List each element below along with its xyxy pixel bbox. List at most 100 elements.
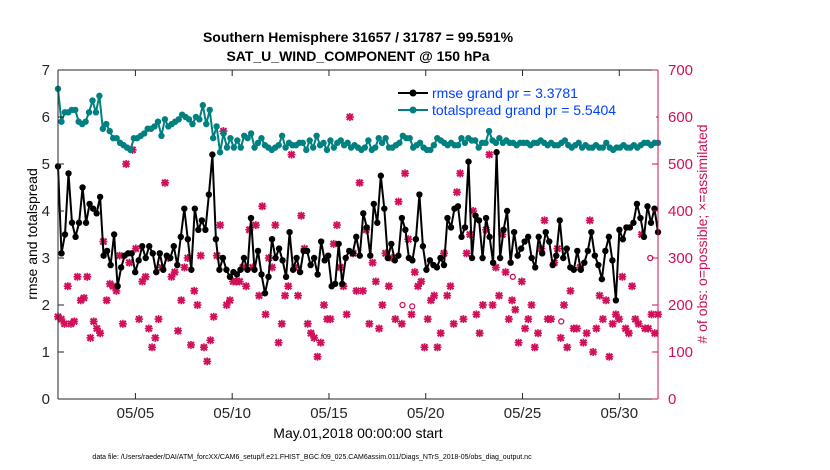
- obs-assimilated-marker: [615, 315, 624, 324]
- obs-assimilated-marker: [281, 291, 290, 300]
- obs-assimilated-marker: [559, 301, 568, 309]
- x-tick-label: 05/10: [213, 405, 251, 422]
- obs-assimilated-marker: [534, 329, 542, 338]
- totalspread-point: [99, 125, 107, 132]
- totalspread-point: [127, 146, 134, 154]
- totalspread-point: [161, 116, 169, 123]
- rmse-point: [370, 200, 377, 208]
- obs-assimilated-marker: [598, 315, 607, 324]
- obs-assimilated-marker: [608, 319, 617, 328]
- rmse-point: [363, 224, 370, 231]
- rmse-point: [367, 252, 374, 259]
- obs-assimilated-marker: [209, 312, 218, 321]
- rmse-point: [584, 247, 592, 255]
- x-tick-label: 05/30: [601, 405, 639, 422]
- rmse-point: [247, 214, 255, 222]
- rmse-point: [167, 254, 174, 262]
- rmse-point: [556, 217, 563, 224]
- obs-assimilated-marker: [585, 216, 594, 225]
- obs-assimilated-marker: [563, 343, 572, 352]
- obs-assimilated-marker: [180, 263, 189, 272]
- obs-assimilated-marker: [634, 319, 643, 328]
- rmse-point: [489, 259, 497, 266]
- obs-assimilated-marker: [375, 324, 384, 333]
- rmse-point: [324, 252, 332, 259]
- obs-assimilated-marker: [566, 286, 575, 295]
- totalspread-point: [58, 118, 65, 125]
- obs-assimilated-marker: [193, 301, 202, 309]
- rmse-point: [184, 236, 192, 243]
- rmse-point: [391, 257, 399, 264]
- series-layer: [54, 85, 662, 366]
- totalspread-point: [461, 139, 469, 147]
- totalspread-point: [254, 139, 262, 147]
- rmse-point: [595, 261, 602, 269]
- rmse-point: [528, 254, 535, 262]
- axis-layer: 05/05 05/10 05/15 05/20 05/25 05/30 0 1 2 3 4 5 6 7 0 1…: [42, 62, 693, 422]
- obs-assimilated-marker: [410, 268, 419, 277]
- obs-assimilated-marker: [89, 317, 98, 326]
- obs-assimilated-marker: [355, 178, 364, 187]
- rmse-point: [482, 214, 490, 222]
- obs-assimilated-marker: [287, 150, 296, 159]
- obs-assimilated-marker: [546, 315, 555, 324]
- rmse-point: [205, 191, 213, 198]
- totalspread-point: [365, 137, 372, 144]
- totalspread-point: [227, 134, 234, 142]
- rmse-point: [500, 226, 507, 233]
- obs-possible-marker: [509, 273, 516, 280]
- x-tick-label: 05/25: [504, 405, 542, 422]
- rmse-point: [535, 233, 542, 241]
- rmse-point: [356, 252, 363, 259]
- totalspread-point: [244, 134, 251, 142]
- y-tick-label-right: 500: [668, 156, 693, 173]
- obs-assimilated-marker: [368, 258, 377, 267]
- rmse-point: [549, 261, 556, 269]
- totalspread-point: [154, 118, 162, 125]
- totalspread-point: [378, 139, 386, 147]
- y-tick-label-right: 600: [668, 109, 693, 126]
- rmse-point: [156, 250, 163, 257]
- rmse-point: [61, 231, 69, 238]
- rmse-point: [398, 214, 406, 222]
- totalspread-point: [89, 97, 96, 104]
- rmse-point: [86, 200, 93, 208]
- totalspread-point: [196, 116, 203, 123]
- rmse-point: [539, 250, 546, 257]
- rmse-point: [651, 205, 658, 212]
- x-axis-label: May.01,2018 00:00:00 start: [273, 425, 443, 441]
- rmse-point: [198, 217, 206, 224]
- totalspread-point: [230, 144, 238, 151]
- totalspread-point: [496, 134, 503, 142]
- obs-assimilated-marker: [161, 178, 170, 187]
- rmse-point: [563, 245, 570, 252]
- totalspread-point: [234, 137, 241, 144]
- rmse-point: [160, 266, 167, 273]
- rmse-point: [377, 172, 385, 179]
- rmse-point: [486, 233, 493, 241]
- obs-assimilated-marker: [628, 282, 637, 291]
- y-axis-label-left: rmse and totalspread: [24, 168, 40, 300]
- obs-assimilated-marker: [122, 160, 131, 168]
- totalspread-point: [199, 102, 207, 109]
- rmse-point: [265, 273, 272, 280]
- totalspread-point: [206, 106, 213, 114]
- rmse-point: [598, 275, 606, 283]
- rmse-point: [503, 207, 511, 215]
- rmse-point: [68, 219, 76, 226]
- obs-assimilated-marker: [131, 244, 140, 253]
- rmse-point: [303, 247, 311, 255]
- obs-assimilated-marker: [472, 310, 481, 319]
- obs-assimilated-marker: [264, 254, 273, 262]
- obs-assimilated-marker: [154, 315, 163, 324]
- obs-assimilated-marker: [436, 329, 445, 338]
- rmse-point: [93, 210, 100, 217]
- obs-assimilated-marker: [345, 113, 354, 121]
- obs-assimilated-marker: [478, 301, 487, 309]
- chart-title: Southern Hemisphere 31657 / 31787 = 99.5…: [203, 29, 514, 45]
- x-tick-label: 05/05: [117, 405, 155, 422]
- obs-assimilated-marker: [148, 343, 157, 352]
- obs-assimilated-marker: [582, 329, 591, 338]
- rmse-point: [339, 280, 346, 288]
- rmse-point: [416, 191, 423, 198]
